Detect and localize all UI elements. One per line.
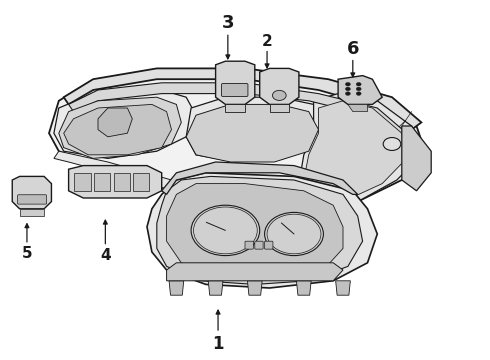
Polygon shape — [54, 90, 196, 158]
Text: 1: 1 — [212, 335, 224, 353]
Polygon shape — [49, 76, 426, 209]
FancyBboxPatch shape — [221, 84, 248, 96]
Polygon shape — [186, 104, 318, 162]
Polygon shape — [167, 263, 343, 281]
Polygon shape — [336, 281, 350, 295]
Polygon shape — [348, 104, 368, 112]
Polygon shape — [402, 126, 431, 191]
Polygon shape — [162, 162, 358, 194]
Polygon shape — [260, 68, 299, 104]
Circle shape — [191, 205, 260, 256]
Polygon shape — [74, 173, 91, 191]
Circle shape — [272, 90, 286, 100]
Polygon shape — [167, 184, 343, 277]
FancyBboxPatch shape — [245, 241, 253, 249]
Circle shape — [356, 92, 361, 95]
FancyBboxPatch shape — [18, 195, 47, 204]
Circle shape — [345, 92, 350, 95]
Polygon shape — [338, 76, 382, 104]
Polygon shape — [64, 68, 421, 130]
Polygon shape — [304, 101, 407, 202]
Polygon shape — [296, 281, 311, 295]
Polygon shape — [20, 209, 44, 216]
Circle shape — [345, 82, 350, 86]
Polygon shape — [208, 281, 223, 295]
Polygon shape — [157, 176, 363, 284]
Polygon shape — [225, 104, 245, 112]
Polygon shape — [69, 83, 407, 137]
Polygon shape — [12, 176, 51, 209]
Polygon shape — [114, 173, 130, 191]
FancyBboxPatch shape — [255, 241, 263, 249]
Polygon shape — [59, 97, 181, 158]
Text: 2: 2 — [262, 34, 272, 49]
Polygon shape — [169, 281, 184, 295]
Polygon shape — [186, 97, 328, 162]
Polygon shape — [247, 281, 262, 295]
Text: 6: 6 — [346, 40, 359, 58]
Polygon shape — [133, 173, 149, 191]
Circle shape — [265, 212, 323, 256]
Text: 5: 5 — [22, 246, 32, 261]
Polygon shape — [270, 104, 289, 112]
Circle shape — [345, 87, 350, 91]
Polygon shape — [299, 94, 421, 205]
Polygon shape — [94, 173, 110, 191]
Text: 4: 4 — [100, 248, 111, 263]
Polygon shape — [147, 173, 377, 288]
Polygon shape — [64, 104, 172, 155]
Circle shape — [356, 82, 361, 86]
Polygon shape — [98, 108, 132, 137]
Polygon shape — [54, 151, 294, 209]
Polygon shape — [216, 61, 255, 104]
Circle shape — [356, 87, 361, 91]
Circle shape — [383, 138, 401, 150]
Polygon shape — [69, 166, 162, 198]
FancyBboxPatch shape — [265, 241, 273, 249]
Text: 3: 3 — [221, 14, 234, 32]
